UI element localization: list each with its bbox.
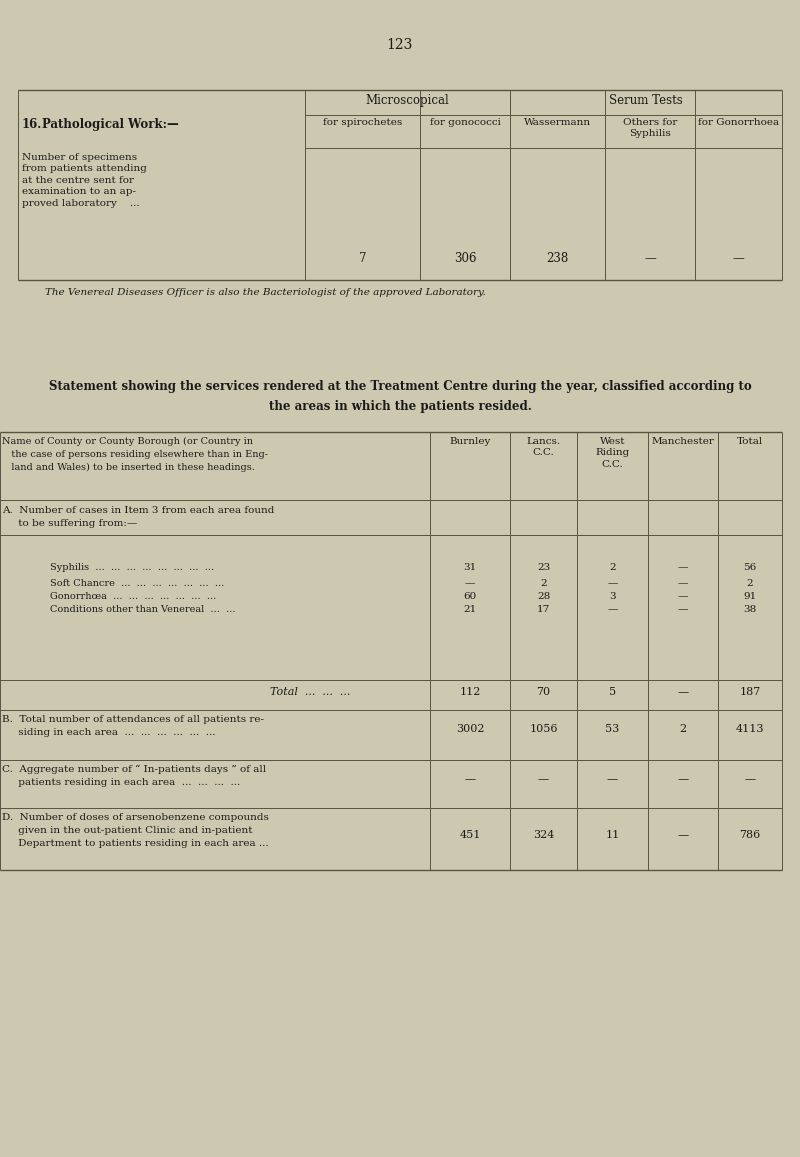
Text: Name of County or County Borough (or Country in: Name of County or County Borough (or Cou… xyxy=(2,437,253,447)
Text: the areas in which the patients resided.: the areas in which the patients resided. xyxy=(269,400,531,413)
Text: Syphilis  ...  ...  ...  ...  ...  ...  ...  ...: Syphilis ... ... ... ... ... ... ... ... xyxy=(50,563,214,572)
Text: for spirochetes: for spirochetes xyxy=(323,118,402,127)
Text: 2: 2 xyxy=(609,563,616,572)
Text: Total: Total xyxy=(737,437,763,445)
Text: —: — xyxy=(538,774,549,784)
Text: the case of persons residing elsewhere than in Eng-: the case of persons residing elsewhere t… xyxy=(2,450,268,459)
Text: D.  Number of doses of arsenobenzene compounds: D. Number of doses of arsenobenzene comp… xyxy=(2,813,269,821)
Text: —: — xyxy=(678,605,688,614)
Text: 187: 187 xyxy=(739,687,761,697)
Text: Others for
Syphilis: Others for Syphilis xyxy=(623,118,677,139)
Text: patients residing in each area  ...  ...  ...  ...: patients residing in each area ... ... .… xyxy=(2,778,240,787)
Text: land and Wales) to be inserted in these headings.: land and Wales) to be inserted in these … xyxy=(2,463,255,472)
Text: 2: 2 xyxy=(746,578,754,588)
Text: —: — xyxy=(465,774,475,784)
Text: 28: 28 xyxy=(537,592,550,600)
Text: 451: 451 xyxy=(459,830,481,840)
Text: Pathological Work:—: Pathological Work:— xyxy=(42,118,178,131)
Text: —: — xyxy=(733,252,744,265)
Text: —: — xyxy=(644,252,656,265)
Text: B.  Total number of attendances of all patients re-: B. Total number of attendances of all pa… xyxy=(2,715,264,724)
Text: 56: 56 xyxy=(743,563,757,572)
Text: —: — xyxy=(745,774,755,784)
Text: 324: 324 xyxy=(533,830,554,840)
Text: Soft Chancre  ...  ...  ...  ...  ...  ...  ...: Soft Chancre ... ... ... ... ... ... ... xyxy=(50,578,224,588)
Text: 16.: 16. xyxy=(22,118,42,131)
Text: —: — xyxy=(607,774,618,784)
Text: 38: 38 xyxy=(743,605,757,614)
Text: Lancs.
C.C.: Lancs. C.C. xyxy=(526,437,561,457)
Text: 7: 7 xyxy=(358,252,366,265)
Text: Total  ...  ...  ...: Total ... ... ... xyxy=(270,687,350,697)
Text: 91: 91 xyxy=(743,592,757,600)
Text: —: — xyxy=(678,687,689,697)
Text: Number of specimens
from patients attending
at the centre sent for
examination t: Number of specimens from patients attend… xyxy=(22,153,147,208)
Text: 70: 70 xyxy=(537,687,550,697)
Text: The Venereal Diseases Officer is also the Bacteriologist of the approved Laborat: The Venereal Diseases Officer is also th… xyxy=(45,288,486,297)
Text: to be suffering from:—: to be suffering from:— xyxy=(2,519,138,528)
Text: Burnley: Burnley xyxy=(450,437,490,445)
Text: 238: 238 xyxy=(546,252,569,265)
Text: 786: 786 xyxy=(739,830,761,840)
Text: 53: 53 xyxy=(606,724,620,734)
Text: 17: 17 xyxy=(537,605,550,614)
Text: given in the out-patient Clinic and in-patient: given in the out-patient Clinic and in-p… xyxy=(2,826,253,835)
Text: 2: 2 xyxy=(540,578,547,588)
Text: siding in each area  ...  ...  ...  ...  ...  ...: siding in each area ... ... ... ... ... … xyxy=(2,728,215,737)
Text: Manchester: Manchester xyxy=(651,437,714,445)
Text: A.  Number of cases in Item 3 from each area found: A. Number of cases in Item 3 from each a… xyxy=(2,506,274,515)
Text: Gonorrhœa  ...  ...  ...  ...  ...  ...  ...: Gonorrhœa ... ... ... ... ... ... ... xyxy=(50,592,216,600)
Text: West
Riding
C.C.: West Riding C.C. xyxy=(595,437,630,469)
Text: 23: 23 xyxy=(537,563,550,572)
Text: Statement showing the services rendered at the Treatment Centre during the year,: Statement showing the services rendered … xyxy=(49,379,751,393)
Text: 5: 5 xyxy=(609,687,616,697)
Text: Department to patients residing in each area ...: Department to patients residing in each … xyxy=(2,839,269,848)
Text: 31: 31 xyxy=(463,563,477,572)
Text: —: — xyxy=(678,830,689,840)
Text: 4113: 4113 xyxy=(736,724,764,734)
Text: —: — xyxy=(678,592,688,600)
Text: 306: 306 xyxy=(454,252,476,265)
Text: —: — xyxy=(607,578,618,588)
Text: —: — xyxy=(678,774,689,784)
Text: 112: 112 xyxy=(459,687,481,697)
Text: —: — xyxy=(678,563,688,572)
Text: for Gonorrhoea: for Gonorrhoea xyxy=(698,118,779,127)
Text: —: — xyxy=(678,578,688,588)
Text: Wassermann: Wassermann xyxy=(524,118,591,127)
Text: 3: 3 xyxy=(609,592,616,600)
Text: 123: 123 xyxy=(387,38,413,52)
Text: 60: 60 xyxy=(463,592,477,600)
Text: 2: 2 xyxy=(679,724,686,734)
Text: C.  Aggregate number of “ In-patients days ” of all: C. Aggregate number of “ In-patients day… xyxy=(2,765,266,774)
Text: —: — xyxy=(607,605,618,614)
Text: 21: 21 xyxy=(463,605,477,614)
Text: 11: 11 xyxy=(606,830,620,840)
Text: 1056: 1056 xyxy=(530,724,558,734)
Text: Serum Tests: Serum Tests xyxy=(609,94,683,106)
Text: for gonococci: for gonococci xyxy=(430,118,501,127)
Text: Conditions other than Venereal  ...  ...: Conditions other than Venereal ... ... xyxy=(50,605,235,614)
Text: —: — xyxy=(465,578,475,588)
Text: Microscopical: Microscopical xyxy=(366,94,450,106)
Text: 3002: 3002 xyxy=(456,724,484,734)
